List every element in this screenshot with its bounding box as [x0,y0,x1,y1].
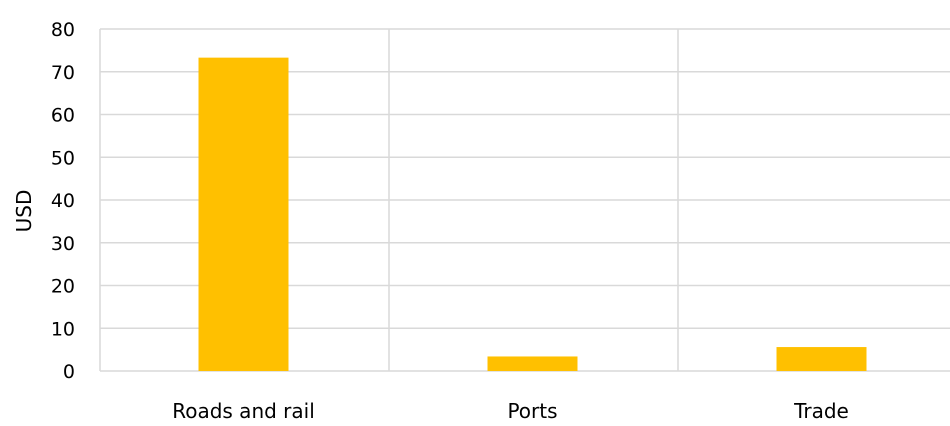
x-category-label: Trade [793,399,849,421]
y-tick-label: 0 [63,361,75,383]
bar-roads-and-rail [198,57,289,372]
x-category-label: Ports [507,399,557,421]
y-axis-title: USD [12,190,36,233]
x-category-label: Roads and rail [172,399,315,421]
bars [198,57,867,372]
y-tick-label: 40 [51,190,75,212]
y-tick-label: 60 [51,105,75,127]
y-tick-label: 70 [51,62,75,84]
y-tick-label: 50 [51,147,75,169]
bar-ports [487,356,578,371]
x-axis-categories: Roads and rail Ports Trade [172,399,849,423]
bar-trade [776,347,867,371]
y-tick-label: 30 [51,233,75,255]
y-axis-ticks: 0 10 20 30 40 50 60 70 80 [51,19,75,383]
y-tick-label: 20 [51,276,75,298]
y-tick-label: 10 [51,318,75,340]
y-tick-label: 80 [51,19,75,41]
